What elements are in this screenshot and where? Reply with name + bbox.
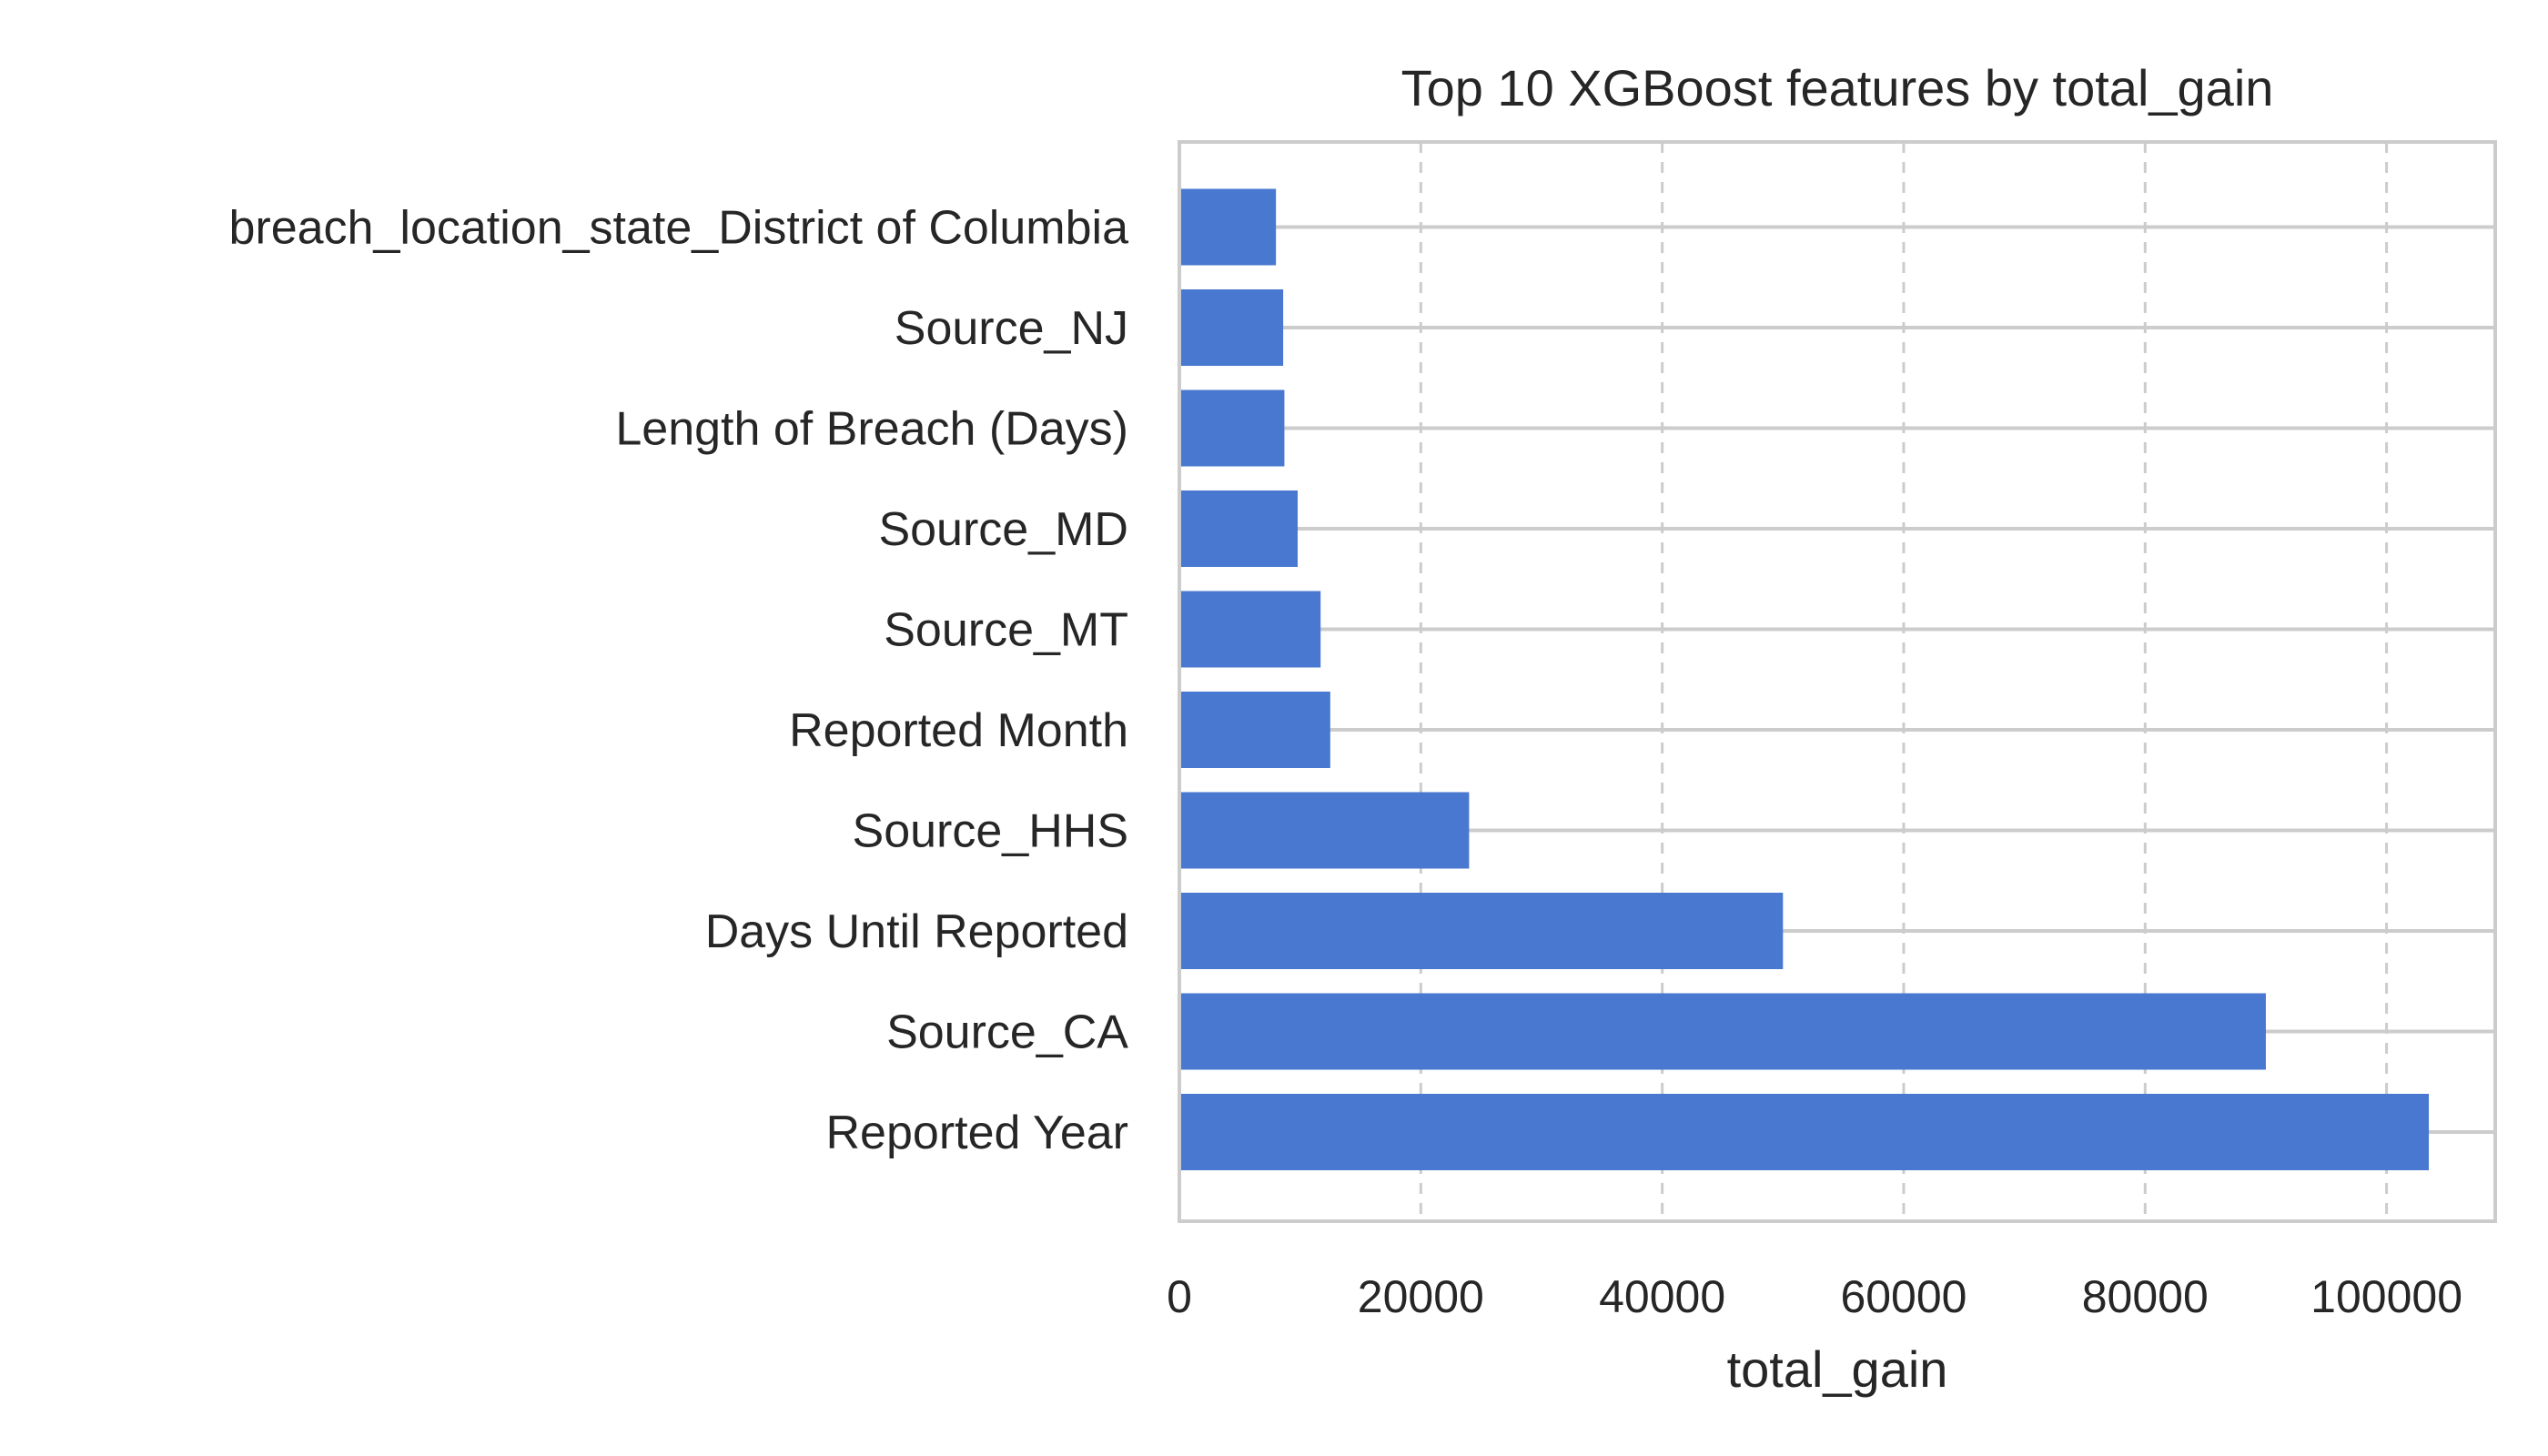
bars (1179, 188, 2430, 1170)
bar (1179, 893, 1784, 969)
x-tick-label: 60000 (1840, 1271, 1967, 1322)
x-tick-label: 20000 (1358, 1271, 1484, 1322)
plot-frame (1178, 140, 2497, 1223)
bar (1179, 289, 1284, 366)
category-label: Days Until Reported (705, 905, 1128, 958)
category-label: Source_HHS (853, 805, 1128, 858)
category-label: Reported Year (826, 1107, 1129, 1159)
category-labels: Reported Year Source_CA Days Until Reporte… (228, 202, 1128, 1160)
category-label: Source_CA (886, 1006, 1128, 1059)
bar (1179, 792, 1470, 869)
x-axis-label: total_gain (1727, 1340, 1948, 1398)
x-tick-label: 100000 (2310, 1271, 2462, 1322)
category-label: Source_MD (878, 503, 1128, 556)
bar (1179, 490, 1299, 567)
category-label: Reported Month (789, 704, 1128, 757)
x-tick-label: 80000 (2082, 1271, 2209, 1322)
bar (1179, 188, 1277, 266)
bar (1179, 591, 1321, 668)
category-label: breach_location_state_District of Columb… (228, 202, 1128, 255)
x-tick-label: 0 (1167, 1271, 1192, 1322)
bar (1179, 389, 1285, 467)
category-label: Source_NJ (895, 302, 1128, 355)
bar (1179, 993, 2266, 1070)
chart-title: Top 10 XGBoost features by total_gain (1401, 59, 2274, 116)
bar (1179, 692, 1330, 768)
category-label: Source_MT (884, 604, 1128, 657)
bar (1179, 1094, 2430, 1170)
category-label: Length of Breach (Days) (615, 403, 1128, 456)
x-tick-label: 40000 (1599, 1271, 1725, 1322)
x-tick-labels: 0 20000 40000 60000 80000 100000 (1167, 1271, 2462, 1322)
